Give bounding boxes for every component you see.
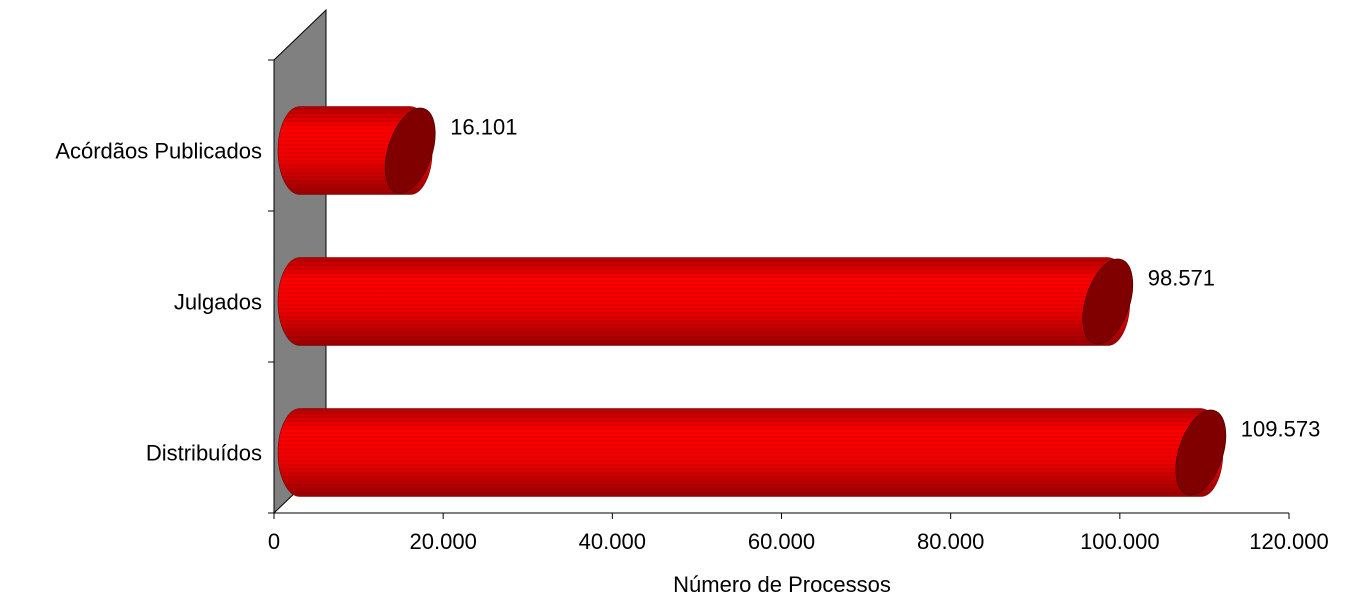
category-label: Acórdãos Publicados xyxy=(55,139,262,164)
axes xyxy=(268,59,1290,519)
bar-texture xyxy=(278,408,1223,497)
bar-texture xyxy=(278,257,1130,346)
x-tick-label: 80.000 xyxy=(917,529,984,554)
bar-end-cap xyxy=(1175,409,1227,496)
category-label: Distribuídos xyxy=(146,441,262,466)
x-tick-label: 120.000 xyxy=(1249,529,1329,554)
data-label: 109.573 xyxy=(1241,417,1321,442)
x-axis-title: Número de Processos xyxy=(673,572,891,597)
x-tick-label: 100.000 xyxy=(1080,529,1160,554)
x-tick-label: 60.000 xyxy=(748,529,815,554)
bar-end-cap xyxy=(1082,258,1134,345)
data-label: 16.101 xyxy=(450,115,517,140)
category-label: Julgados xyxy=(174,290,262,315)
bars xyxy=(277,106,1227,497)
x-tick-label: 40.000 xyxy=(579,529,646,554)
x-tick-label: 20.000 xyxy=(410,529,477,554)
labels: 0 20.000 40.000 60.000 80.000 100.000 120.000 D… xyxy=(55,115,1328,555)
bar-end-cap xyxy=(384,107,436,194)
x-tick-label: 0 xyxy=(268,529,280,554)
data-label: 98.571 xyxy=(1148,266,1215,291)
